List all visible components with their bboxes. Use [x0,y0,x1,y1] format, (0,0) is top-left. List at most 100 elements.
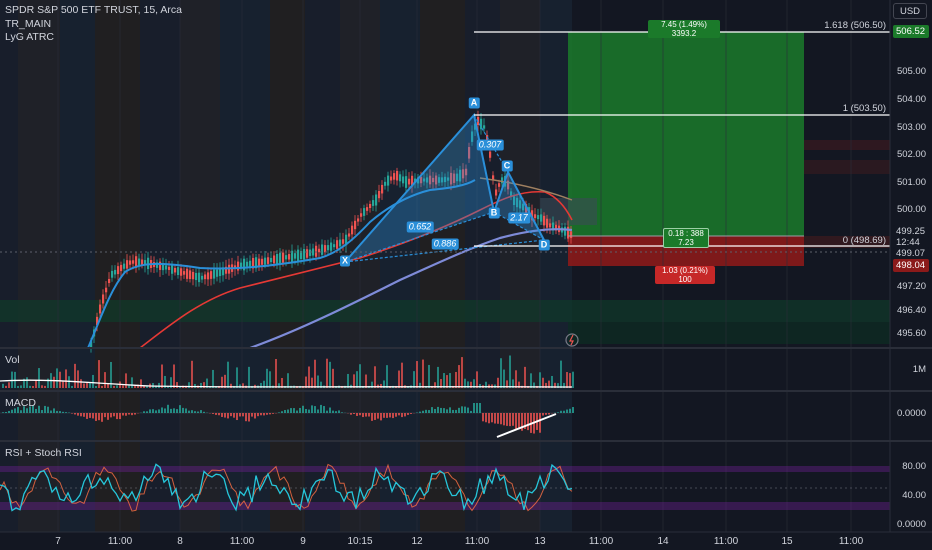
indicator-lyg-atrc[interactable]: LyG ATRC [5,31,55,43]
volume-bar [56,368,58,388]
volume-bar [464,378,466,388]
candle-body [171,264,174,274]
volume-bar [497,377,499,388]
macd-bar [251,413,253,417]
indicator-tr-main[interactable]: TR_MAIN [5,18,52,30]
macd-bar [155,410,157,413]
volume-bar [401,362,403,388]
macd-bar [395,413,397,417]
macd-bar [527,413,529,431]
volume-bar [548,380,550,388]
alert-icon[interactable] [565,333,579,347]
position-center-label[interactable]: 0.18 : 388 7.23 [663,228,709,248]
candle-body [531,210,534,221]
macd-bar [329,407,331,413]
macd-bar [539,413,541,433]
stop-info-label: 1.03 (0.21%) 100 [655,266,715,284]
volume-bar [8,382,10,388]
volume-bar [137,384,139,388]
macd-bar [380,413,382,421]
volume-bar [461,357,463,388]
macd-bar [497,413,499,424]
macd-bar [107,413,109,420]
volume-pane-label[interactable]: Vol [5,354,20,366]
candle-body [336,240,339,249]
candle-body [384,181,387,186]
volume-bar [479,383,481,388]
macd-bar [401,413,403,418]
rsi-pane-label[interactable]: RSI + Stoch RSI [5,447,82,459]
volume-bar [89,383,91,388]
candle-body [471,131,474,142]
candle-body [417,177,420,184]
volume-bar [476,371,478,388]
volume-bar [332,368,334,388]
macd-pane-label[interactable]: MACD [5,397,36,409]
volume-bar [191,360,193,388]
session-band [420,0,465,532]
macd-bar [524,413,526,429]
volume-bar [260,382,262,388]
candle-body [354,220,357,230]
volume-bar [539,372,541,388]
macd-bar [23,406,25,413]
pattern-ratio-xd: 0.886 [431,238,459,250]
volume-bar [326,358,328,388]
volume-bar [572,371,574,388]
candle-body [315,245,318,257]
macd-bar [458,407,460,413]
candle-body [219,268,222,277]
macd-bar [56,410,58,413]
candle-body [282,252,285,263]
volume-bar [542,377,544,388]
macd-bar [170,408,172,413]
volume-bar [563,382,565,388]
macd-bar [311,405,313,413]
macd-bar [467,407,469,413]
candle-body [429,175,432,185]
candle-body [339,239,342,247]
macd-bar [368,413,370,417]
macd-bar [464,406,466,413]
candle-body [276,254,279,264]
volume-bar [509,355,511,388]
stop-zone-ext [804,236,890,248]
candle-body [273,255,276,264]
candle-body [540,214,543,222]
macd-bar [50,410,52,413]
volume-bar [125,373,127,388]
macd-bar [158,409,160,413]
macd-bar [263,413,265,416]
volume-pane [0,355,574,388]
volume-bar [143,385,145,388]
volume-bar [236,367,238,388]
candle-body [132,260,135,264]
macd-bar [350,413,352,415]
price-label: 497.20 [896,281,926,292]
volume-bar [557,383,559,388]
time-label: 13 [534,536,546,547]
candle-body [381,184,384,194]
candle-body [567,226,570,239]
candle-body [408,178,411,185]
currency-button[interactable]: USD [893,3,927,19]
candle-body [480,118,483,130]
candle-body [165,265,168,270]
candle-body [549,223,552,228]
candle-body [546,218,549,228]
macd-bar [431,407,433,413]
symbol-title[interactable]: SPDR S&P 500 ETF TRUST, 15, Arca [5,4,183,16]
macd-bar [512,413,514,426]
macd-bar [374,413,376,420]
pattern-xab [345,115,494,262]
zones [0,32,890,344]
volume-bar [134,385,136,388]
macd-bar [272,413,274,414]
volume-bar [374,366,376,388]
volume-bar [206,378,208,388]
candle-body [405,176,408,188]
volume-bar [110,361,112,388]
session-band [270,0,305,532]
macd-bar [362,413,364,418]
